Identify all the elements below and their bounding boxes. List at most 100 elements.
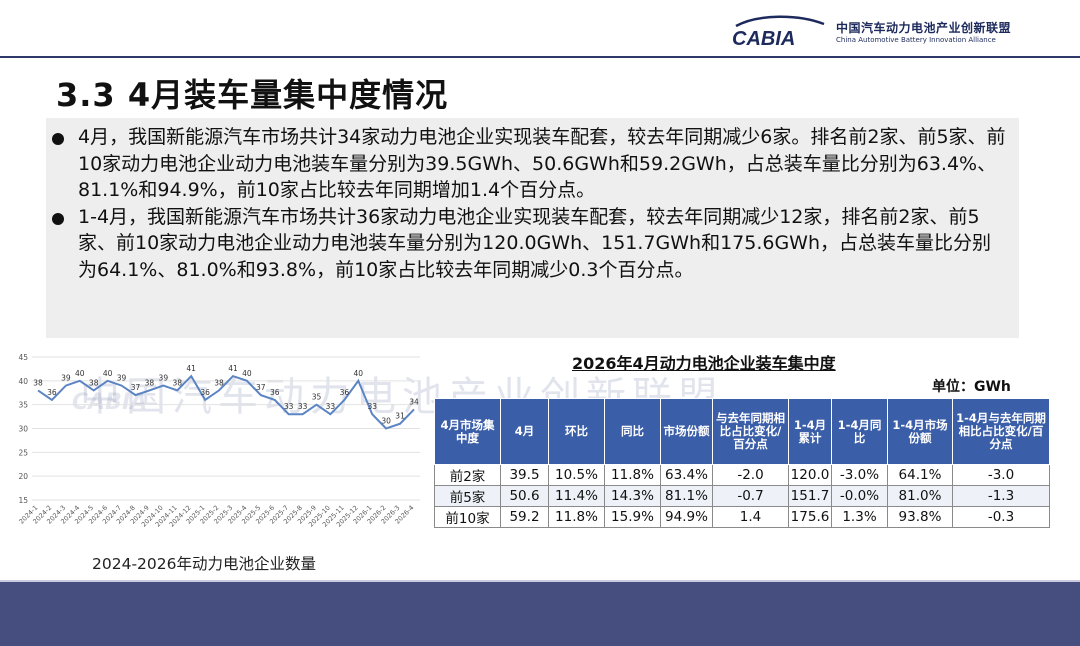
- table-cell: 93.8%: [887, 506, 953, 528]
- table-header: 1-4月累计: [788, 398, 832, 465]
- table-cell: 39.5: [500, 464, 549, 486]
- chart-grid: [32, 356, 420, 501]
- table-cell: 15.9%: [604, 506, 661, 528]
- y-tick-label: 35: [18, 401, 28, 410]
- data-label: 36: [340, 388, 350, 397]
- data-label: 38: [89, 378, 99, 387]
- cabia-logo-word: CABIA: [732, 28, 795, 48]
- table-cell: 59.2: [500, 506, 549, 528]
- table-cell: 63.4%: [660, 464, 713, 486]
- data-label: 40: [75, 369, 85, 378]
- table-cell: 175.6: [788, 506, 832, 528]
- data-label: 36: [200, 388, 210, 397]
- table-header: 4月: [500, 398, 549, 465]
- table-cell: 10.5%: [548, 464, 605, 486]
- table-cell: -3.0%: [831, 464, 888, 486]
- battery-company-count-chart: 15 20 25 30 35 40 45 2024-12024-22024-32024-42…: [17, 353, 420, 529]
- cabia-logo: CABIA 中国汽车动力电池产业创新联盟 China Automotive Ba…: [728, 8, 1028, 50]
- data-label: 39: [159, 374, 169, 383]
- data-label: 30: [381, 417, 391, 426]
- data-label: 31: [395, 412, 405, 421]
- table-cell: 前10家: [434, 506, 501, 528]
- table-cell: 50.6: [500, 485, 549, 507]
- data-label: 40: [103, 369, 113, 378]
- table-cell: 64.1%: [887, 464, 953, 486]
- y-tick-label: 20: [18, 472, 28, 481]
- y-tick-label: 45: [18, 353, 28, 362]
- table-cell: 120.0: [788, 464, 832, 486]
- footer-band: [0, 582, 1080, 646]
- footer-divider: [0, 580, 1080, 582]
- table-cell: 1.3%: [831, 506, 888, 528]
- table-header: 同比: [604, 398, 661, 465]
- table-cell: 11.4%: [548, 485, 605, 507]
- chart-caption: 2024-2026年动力电池企业数量: [92, 555, 316, 573]
- data-label: 34: [409, 397, 419, 406]
- series-line: [37, 374, 415, 430]
- table-cell: 1.4: [712, 506, 789, 528]
- table-header-row: 4月市场集中度 4月 环比 同比 市场份额 与去年同期相比占比变化/百分点 1-…: [434, 398, 1050, 465]
- chart-x-ticks: 2024-12024-22024-32024-42024-52024-62024…: [17, 504, 415, 529]
- data-label: 33: [284, 402, 294, 411]
- table-cell: 81.1%: [660, 485, 713, 507]
- data-label: 39: [117, 374, 127, 383]
- data-label: 33: [326, 402, 336, 411]
- chart-y-ticks: 15 20 25 30 35 40 45: [18, 353, 28, 505]
- table-cell: -0.0%: [831, 485, 888, 507]
- table-row: 前10家 59.2 11.8% 15.9% 94.9% 1.4 175.6 1.…: [434, 506, 1050, 528]
- data-label: 40: [354, 369, 364, 378]
- table-header: 环比: [548, 398, 605, 465]
- table-cell: 14.3%: [604, 485, 661, 507]
- bullet-jan-apr: 1-4月，我国新能源汽车市场共计36家动力电池企业实现装车配套，较去年同期减少1…: [52, 204, 1009, 284]
- data-label: 33: [367, 402, 377, 411]
- table-cell: 11.8%: [548, 506, 605, 528]
- data-label: 36: [47, 388, 57, 397]
- y-tick-label: 30: [18, 425, 28, 434]
- data-label: 38: [172, 378, 182, 387]
- table-header: 1-4月市场份额: [887, 398, 953, 465]
- table-header: 市场份额: [660, 398, 713, 465]
- y-tick-label: 25: [18, 448, 28, 457]
- data-label: 38: [33, 378, 43, 387]
- table-header: 与去年同期相比占比变化/百分点: [712, 398, 789, 465]
- table-cell: -3.0: [952, 464, 1050, 486]
- org-name-cn: 中国汽车动力电池产业创新联盟: [836, 21, 1012, 35]
- table-cell: 前2家: [434, 464, 501, 486]
- data-label: 37: [256, 383, 266, 392]
- table-cell: -0.7: [712, 485, 789, 507]
- bullet-april: 4月，我国新能源汽车市场共计34家动力电池企业实现装车配套，较去年同期减少6家。…: [52, 124, 1009, 204]
- data-label: 38: [214, 378, 224, 387]
- data-label: 33: [298, 402, 308, 411]
- y-tick-label: 15: [18, 496, 28, 505]
- table-cell: -2.0: [712, 464, 789, 486]
- table-header: 1-4月同比: [831, 398, 888, 465]
- table-cell: 81.0%: [887, 485, 953, 507]
- data-label: 41: [186, 364, 196, 373]
- table-cell: 前5家: [434, 485, 501, 507]
- y-tick-label: 40: [18, 377, 28, 386]
- data-label: 38: [145, 378, 155, 387]
- table-title: 2026年4月动力电池企业装车集中度: [572, 354, 836, 373]
- table-header: 4月市场集中度: [434, 398, 501, 465]
- table-cell: 94.9%: [660, 506, 713, 528]
- table-cell: -0.3: [952, 506, 1050, 528]
- table-row: 前2家 39.5 10.5% 11.8% 63.4% -2.0 120.0 -3…: [434, 464, 1050, 486]
- data-label: 35: [312, 393, 322, 402]
- cabia-logo-icon: CABIA: [732, 15, 825, 48]
- chart-series: [37, 374, 415, 430]
- header-band: CABIA 中国汽车动力电池产业创新联盟 China Automotive Ba…: [0, 0, 1080, 58]
- table-cell: 11.8%: [604, 464, 661, 486]
- data-label: 40: [242, 369, 252, 378]
- table-row: 前5家 50.6 11.4% 14.3% 81.1% -0.7 151.7 -0…: [434, 485, 1050, 507]
- table-cell: -1.3: [952, 485, 1050, 507]
- data-label: 36: [270, 388, 280, 397]
- org-name-en: China Automotive Battery Innovation Alli…: [836, 36, 996, 44]
- data-label: 41: [228, 364, 238, 373]
- table-unit: 单位：GWh: [932, 379, 1011, 395]
- page-title: 3.3 4月装车量集中度情况: [56, 76, 449, 114]
- table-cell: 151.7: [788, 485, 832, 507]
- table-header: 1-4月与去年同期相比占比变化/百分点: [952, 398, 1050, 465]
- bullet-box: 4月，我国新能源汽车市场共计34家动力电池企业实现装车配套，较去年同期减少6家。…: [46, 118, 1019, 338]
- data-label: 39: [61, 374, 71, 383]
